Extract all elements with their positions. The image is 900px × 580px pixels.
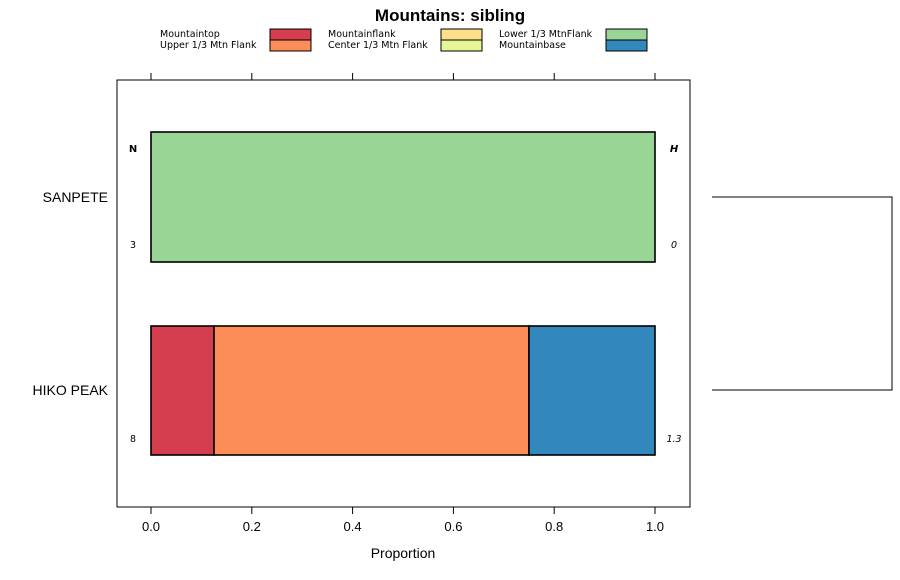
x-tick-label: 1.0 (646, 519, 664, 534)
chart-title: Mountains: sibling (375, 6, 525, 25)
legend-swatch (440, 39, 483, 52)
n-header: N (129, 144, 137, 155)
legend-swatch (269, 28, 312, 41)
legend-label: Mountainflank (328, 29, 396, 40)
bar-segment-hiko-peak-1 (213, 325, 530, 456)
legend-swatch (269, 39, 312, 52)
h-value: 0 (671, 240, 677, 251)
category-label: HIKO PEAK (33, 382, 109, 398)
n-value: 8 (130, 434, 136, 445)
plot-frame (116, 79, 691, 508)
x-tick-label: 0.4 (344, 519, 362, 534)
dendrogram (712, 196, 893, 391)
legend-swatch (605, 28, 648, 41)
legend-swatch (605, 39, 648, 52)
bar-segment-hiko-peak-5 (528, 325, 656, 456)
x-axis-label: Proportion (371, 545, 436, 561)
x-tick-label: 0.8 (545, 519, 563, 534)
category-labels: SANPETE HIKO PEAK (33, 189, 109, 398)
h-value: 1.3 (666, 434, 681, 445)
x-tick-label: 0.2 (243, 519, 261, 534)
category-label: SANPETE (43, 189, 108, 205)
legend-label: Mountainbase (499, 40, 566, 51)
legend-label: Mountaintop (160, 29, 220, 40)
n-value: 3 (130, 240, 136, 251)
x-axis: 0.0 0.2 0.4 0.6 0.8 1.0 (142, 73, 664, 534)
x-tick-label: 0.6 (444, 519, 462, 534)
legend-swatch (440, 28, 483, 41)
h-header: H (670, 144, 679, 155)
legend-label: Center 1/3 Mtn Flank (328, 40, 428, 51)
x-tick-label: 0.0 (142, 519, 160, 534)
bar-segment-hiko-peak-0 (150, 325, 215, 456)
legend-label: Upper 1/3 Mtn Flank (160, 40, 257, 51)
bars-group (150, 131, 656, 456)
bar-segment-sanpete-4 (150, 131, 656, 263)
legend-label: Lower 1/3 MtnFlank (499, 29, 593, 40)
n-h-annotations: N H 3 0 8 1.3 (129, 144, 682, 445)
